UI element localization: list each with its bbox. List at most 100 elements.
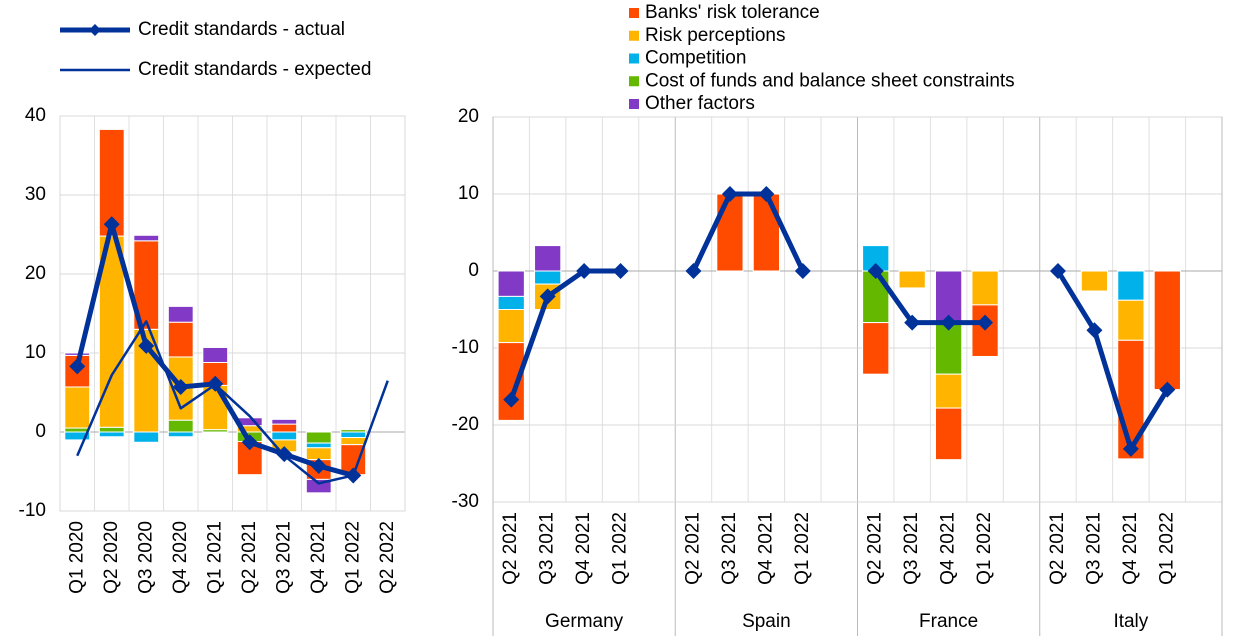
- marker: [539, 288, 556, 305]
- bar-segment: [935, 270, 963, 324]
- bar-segment: [971, 304, 999, 357]
- legend-label: Credit standards - actual: [138, 19, 345, 40]
- x-tick-label: Q1 2022: [1156, 512, 1177, 585]
- legend-label: Other factors: [645, 93, 755, 114]
- bar-segment: [497, 295, 525, 311]
- y-tick-label: -20: [452, 414, 479, 435]
- bar-segment: [1080, 270, 1109, 292]
- x-tick-label: Q4 2021: [755, 512, 776, 585]
- bar-segment: [271, 418, 298, 425]
- marker: [1159, 381, 1176, 398]
- x-tick-label: Q4 2021: [938, 512, 959, 585]
- bar-segment: [98, 426, 125, 433]
- x-tick-label: Q1 2022: [342, 521, 363, 594]
- x-tick-label: Q4 2021: [573, 512, 594, 585]
- x-tick-label: Q4 2020: [170, 521, 191, 594]
- bar-segment: [534, 270, 562, 285]
- y-tick-label: -10: [19, 500, 46, 521]
- bar-segment: [64, 427, 91, 433]
- x-tick-label: Q1 2022: [974, 512, 995, 585]
- bar-segment: [935, 373, 963, 409]
- group-label: Spain: [742, 611, 791, 632]
- bar-segment: [167, 431, 194, 438]
- plot-border: [59, 115, 406, 512]
- legend-label: Banks' risk tolerance: [645, 2, 820, 23]
- group-label: France: [919, 611, 978, 632]
- line: [508, 268, 621, 401]
- y-tick-label: 10: [25, 342, 46, 363]
- marker: [940, 314, 957, 331]
- x-tick-label: Q4 2021: [1120, 512, 1141, 585]
- marker: [904, 314, 921, 331]
- x-tick-label: Q1 2022: [792, 512, 813, 585]
- y-tick-label: 20: [458, 106, 479, 127]
- bar-segment: [862, 322, 890, 375]
- legend-swatch: [629, 99, 639, 109]
- x-tick-label: Q2 2021: [239, 521, 260, 594]
- bar-segment: [98, 431, 125, 438]
- bar-segment: [64, 431, 91, 441]
- y-tick-label: 30: [25, 184, 46, 205]
- legend-marker: [89, 24, 101, 36]
- marker: [241, 434, 258, 451]
- marker: [310, 457, 327, 474]
- x-tick-label: Q3 2021: [273, 521, 294, 594]
- x-tick-label: Q4 2021: [308, 521, 329, 594]
- x-tick-label: Q1 2022: [610, 512, 631, 585]
- marker: [685, 263, 702, 279]
- line: [1055, 269, 1170, 452]
- line: [873, 269, 986, 326]
- marker: [758, 186, 775, 202]
- x-tick-label: Q1 2020: [66, 521, 87, 594]
- bar-segment: [898, 270, 926, 289]
- marker: [1049, 263, 1066, 279]
- legend-label: Credit standards - expected: [138, 59, 371, 80]
- bar-segment: [305, 447, 332, 461]
- marker: [977, 314, 994, 331]
- bar-segment: [1117, 299, 1145, 341]
- group-label: Italy: [1113, 611, 1148, 632]
- bar-segment: [497, 270, 525, 297]
- bar-segment: [305, 431, 332, 444]
- marker: [103, 216, 120, 233]
- x-tick-label: Q3 2020: [135, 521, 156, 594]
- x-tick-label: Q3 2021: [1083, 512, 1104, 585]
- x-tick-label: Q3 2021: [719, 512, 740, 585]
- bar-segment: [340, 437, 367, 446]
- marker: [576, 263, 593, 279]
- marker: [1086, 322, 1103, 339]
- bar-segment: [534, 245, 562, 272]
- marker: [867, 263, 884, 279]
- bar-segment: [1117, 270, 1145, 301]
- bar-segment: [202, 346, 229, 363]
- bar-segment: [133, 431, 160, 443]
- bar-segment: [271, 423, 298, 433]
- y-tick-label: 0: [468, 260, 479, 281]
- legend-label: Competition: [645, 48, 746, 69]
- x-tick-label: Q2 2021: [682, 512, 703, 585]
- line: [691, 191, 806, 273]
- legend-label: Risk perceptions: [645, 25, 785, 46]
- legend-swatch: [629, 76, 639, 87]
- bar-segment: [497, 309, 525, 344]
- bar-segment: [167, 321, 194, 358]
- x-tick-label: Q3 2021: [901, 512, 922, 585]
- x-tick-label: Q2 2020: [101, 521, 122, 594]
- bar-segment: [497, 342, 525, 421]
- bar-segment: [340, 431, 367, 439]
- bar-segment: [935, 407, 963, 461]
- legend-label: Cost of funds and balance sheet constrai…: [645, 70, 1015, 91]
- line: [76, 320, 389, 485]
- marker: [1122, 440, 1139, 457]
- bar-segment: [716, 193, 744, 272]
- y-tick-label: 40: [25, 105, 46, 126]
- x-tick-label: Q3 2021: [537, 512, 558, 585]
- marker: [794, 263, 811, 279]
- bar-segment: [1153, 270, 1181, 391]
- bar-segment: [64, 386, 91, 429]
- bar-segment: [305, 442, 332, 449]
- legend-swatch: [629, 30, 639, 41]
- bar-segment: [64, 352, 91, 356]
- x-tick-label: Q2 2021: [1047, 512, 1068, 585]
